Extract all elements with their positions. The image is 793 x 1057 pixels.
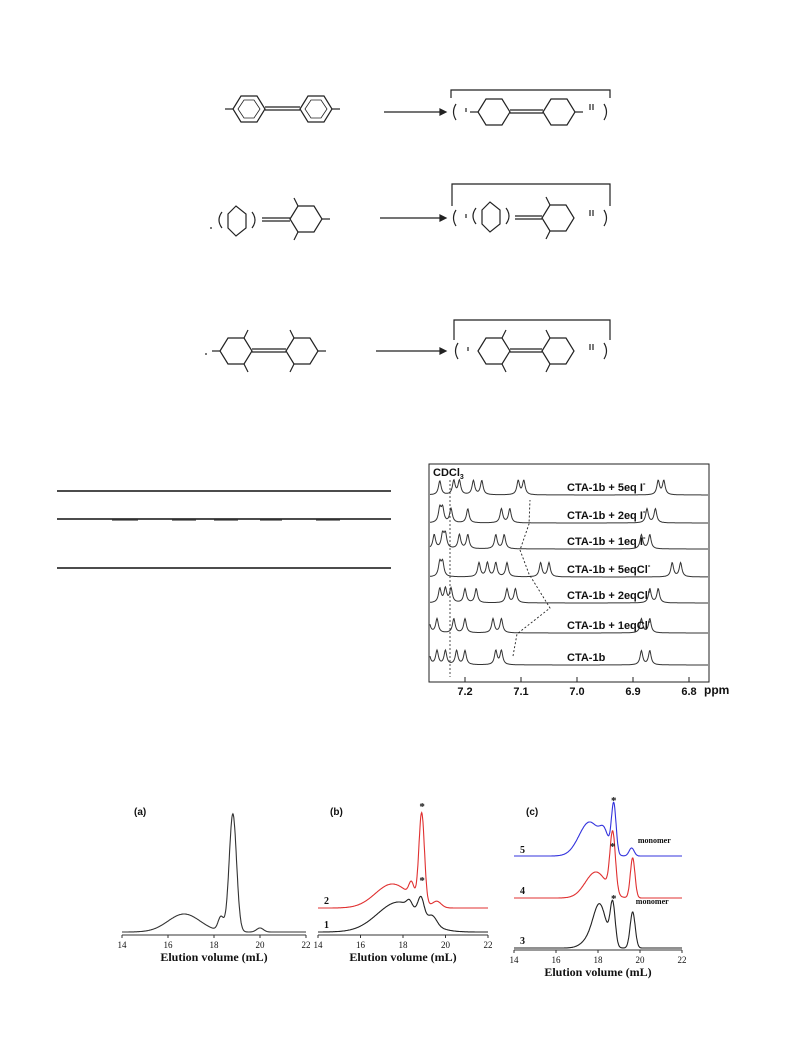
gpc-panel-tag: (b) xyxy=(330,807,343,818)
nmr-spectra-chart: CDCl3 ppm CTA-1b + 5eq I- CTA-1b + 2eq I-… xyxy=(428,463,729,698)
gpc-panel-c: 14 16 18 20 22 Elution volume (mL) (c) 5 4 3 * * * mo… xyxy=(510,795,687,979)
gpc-trace-number: 2 xyxy=(324,896,329,907)
gpc-tick-label: 20 xyxy=(636,955,646,965)
nmr-trace xyxy=(429,558,708,578)
nmr-trace xyxy=(429,503,708,524)
nmr-frame xyxy=(428,463,710,683)
gpc-xlabel: Elution volume (mL) xyxy=(160,950,267,964)
nmr-tick-label: 7.0 xyxy=(569,686,584,698)
gpc-trace-1 xyxy=(318,895,488,933)
nmr-trace xyxy=(429,530,708,550)
gpc-tick-label: 22 xyxy=(678,955,687,965)
reaction-1-reactant xyxy=(225,95,340,123)
gpc-tick-label: 16 xyxy=(552,955,562,965)
gpc-xlabel: Elution volume (mL) xyxy=(349,950,456,964)
reaction-1-product xyxy=(450,89,611,126)
gpc-peak-star: * xyxy=(611,795,617,807)
reaction-2-reactant xyxy=(210,197,330,241)
gpc-tick-label: 20 xyxy=(441,940,451,950)
nmr-ppm-label: ppm xyxy=(704,683,729,697)
gpc-trace-number: 1 xyxy=(324,920,329,931)
gpc-trace-number: 4 xyxy=(520,886,525,897)
gpc-trace-4 xyxy=(514,830,682,899)
reaction-1-arrow xyxy=(384,108,448,116)
reaction-3-arrow xyxy=(376,347,448,355)
gpc-tick-label: 22 xyxy=(302,940,311,950)
gpc-panel-tag: (a) xyxy=(134,807,146,818)
monomer-annotation: monomer xyxy=(638,836,671,845)
gpc-tick-label: 14 xyxy=(314,940,324,950)
reaction-2-product xyxy=(451,183,611,240)
reaction-2-arrow xyxy=(380,214,448,222)
nmr-trace xyxy=(430,585,708,604)
gpc-trace-3 xyxy=(514,899,682,949)
gpc-tick-label: 18 xyxy=(399,940,409,950)
gpc-tick-label: 16 xyxy=(164,940,174,950)
gpc-tick-label: 18 xyxy=(594,955,604,965)
nmr-trace-label: CTA-1b xyxy=(567,652,606,664)
nmr-trace-label: CTA-1b + 5eq I- xyxy=(567,479,646,494)
reaction-scheme xyxy=(205,89,611,373)
nmr-tick-label: 6.9 xyxy=(625,686,640,698)
gpc-tick-label: 14 xyxy=(118,940,128,950)
shift-guide-lines xyxy=(512,499,551,657)
gpc-peak-star: * xyxy=(610,841,616,853)
gpc-tick-label: 18 xyxy=(210,940,220,950)
gpc-tick-label: 20 xyxy=(256,940,266,950)
gpc-trace-number: 5 xyxy=(520,845,525,856)
nmr-trace-label: CTA-1b + 1eq I- xyxy=(567,533,646,548)
table-rules xyxy=(57,490,391,569)
reaction-3-product xyxy=(453,319,611,373)
gpc-panel-a: 14 16 18 20 22 Elution volume (mL) (a) xyxy=(118,807,311,964)
gpc-peak-star: * xyxy=(419,875,425,887)
gpc-panel-b: 14 16 18 20 22 Elution volume (mL) (b) 2 1 * * xyxy=(314,801,493,964)
gpc-peak-star: * xyxy=(611,893,617,905)
gpc-panel-tag: (c) xyxy=(526,807,538,818)
gpc-trace-number: 3 xyxy=(520,936,525,947)
gpc-trace-2 xyxy=(318,811,488,909)
monomer-annotation: monomer xyxy=(636,897,669,906)
gpc-tick-label: 16 xyxy=(356,940,366,950)
reaction-3-reactant xyxy=(205,329,326,373)
gpc-tick-label: 22 xyxy=(484,940,493,950)
nmr-trace xyxy=(429,616,708,634)
nmr-tick-label: 6.8 xyxy=(681,686,696,698)
gpc-peak-star: * xyxy=(419,801,425,813)
gpc-trace-a xyxy=(122,812,306,933)
nmr-trace-label: CTA-1b + 2eq I- xyxy=(567,507,646,522)
nmr-trace-label: CTA-1b + 2eqCl- xyxy=(567,587,651,602)
gpc-trace-5 xyxy=(514,801,682,857)
nmr-solvent-label: CDCl3 xyxy=(433,467,464,481)
nmr-trace xyxy=(429,478,708,496)
nmr-trace-label: CTA-1b + 5eqCl- xyxy=(567,561,651,576)
gpc-tick-label: 14 xyxy=(510,955,520,965)
nmr-tick-label: 7.1 xyxy=(513,686,528,698)
nmr-trace-label: CTA-1b + 1eqCl- xyxy=(567,617,651,632)
gpc-xlabel: Elution volume (mL) xyxy=(544,965,651,979)
nmr-trace xyxy=(429,648,708,666)
nmr-tick-label: 7.2 xyxy=(457,686,472,698)
